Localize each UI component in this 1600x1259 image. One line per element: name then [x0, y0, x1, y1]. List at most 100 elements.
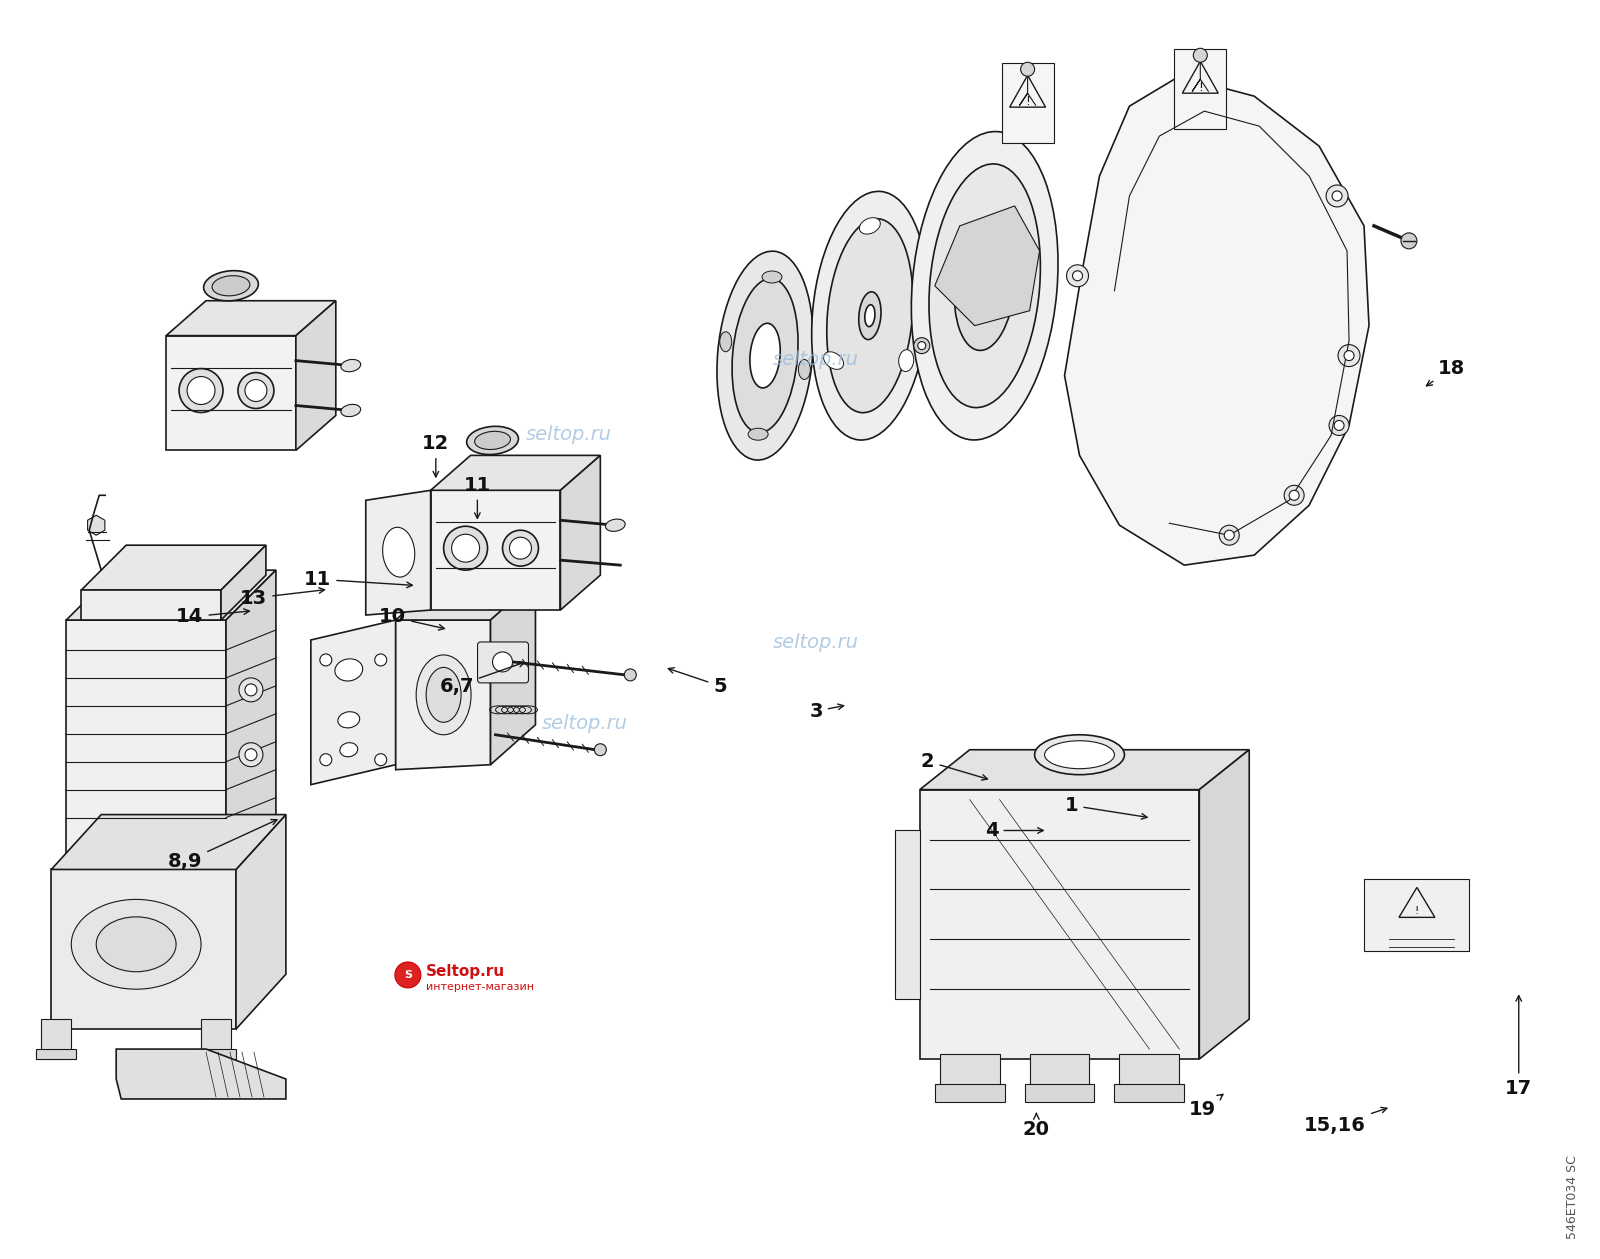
Bar: [1115, 1084, 1184, 1102]
Ellipse shape: [749, 428, 768, 441]
Ellipse shape: [1344, 350, 1354, 360]
Circle shape: [245, 749, 258, 760]
Circle shape: [374, 653, 387, 666]
Polygon shape: [166, 336, 296, 451]
Ellipse shape: [720, 332, 731, 351]
Circle shape: [502, 530, 539, 567]
Text: интернет-магазин: интернет-магазин: [426, 982, 534, 992]
Text: Seltop.ru: Seltop.ru: [426, 964, 506, 980]
Ellipse shape: [605, 519, 626, 531]
Ellipse shape: [1290, 490, 1299, 500]
Polygon shape: [1064, 77, 1370, 565]
Circle shape: [245, 684, 258, 696]
Ellipse shape: [1338, 345, 1360, 366]
Circle shape: [187, 376, 214, 404]
Text: seltop.ru: seltop.ru: [525, 426, 611, 444]
Circle shape: [451, 534, 480, 563]
Ellipse shape: [798, 360, 810, 379]
Bar: [1024, 1084, 1094, 1102]
Ellipse shape: [1224, 530, 1234, 540]
Circle shape: [443, 526, 488, 570]
Circle shape: [914, 337, 930, 354]
Circle shape: [509, 538, 531, 559]
Ellipse shape: [899, 350, 914, 371]
Text: 17: 17: [1506, 996, 1533, 1098]
Ellipse shape: [866, 305, 875, 326]
Text: 11: 11: [304, 570, 413, 589]
Text: 20: 20: [1022, 1114, 1050, 1139]
Circle shape: [1021, 62, 1035, 77]
Circle shape: [320, 653, 331, 666]
Polygon shape: [88, 515, 106, 535]
Bar: [197, 1049, 235, 1059]
Text: seltop.ru: seltop.ru: [773, 632, 859, 652]
Text: !: !: [1198, 81, 1203, 93]
Text: !: !: [1026, 94, 1030, 108]
Circle shape: [238, 373, 274, 408]
Bar: [939, 1054, 1000, 1094]
Circle shape: [320, 754, 331, 765]
Ellipse shape: [203, 271, 258, 301]
Ellipse shape: [426, 667, 461, 723]
Ellipse shape: [1219, 525, 1240, 545]
Ellipse shape: [1045, 740, 1115, 769]
Text: !: !: [1414, 906, 1419, 917]
Text: 4: 4: [986, 821, 1043, 840]
Circle shape: [918, 341, 926, 350]
Bar: [934, 1084, 1005, 1102]
Ellipse shape: [750, 324, 781, 388]
Ellipse shape: [341, 359, 360, 371]
Polygon shape: [430, 456, 600, 490]
Polygon shape: [166, 301, 336, 336]
Bar: [37, 1049, 77, 1059]
Circle shape: [1194, 48, 1208, 62]
Polygon shape: [66, 619, 226, 870]
Polygon shape: [235, 815, 286, 1029]
Ellipse shape: [467, 427, 518, 454]
Ellipse shape: [827, 219, 914, 413]
Ellipse shape: [382, 528, 414, 577]
Ellipse shape: [213, 276, 250, 296]
Polygon shape: [221, 545, 266, 619]
Circle shape: [374, 754, 387, 765]
Ellipse shape: [334, 658, 363, 681]
Polygon shape: [51, 815, 286, 870]
Text: 5: 5: [669, 667, 726, 695]
FancyBboxPatch shape: [477, 642, 528, 682]
Polygon shape: [920, 749, 1250, 789]
Ellipse shape: [96, 917, 176, 972]
Polygon shape: [1200, 749, 1250, 1059]
Text: 6,7: 6,7: [440, 661, 525, 695]
Circle shape: [395, 962, 421, 988]
Text: 8,9: 8,9: [168, 820, 277, 871]
Ellipse shape: [930, 164, 1040, 408]
Bar: [42, 1019, 72, 1059]
Ellipse shape: [1285, 485, 1304, 505]
Circle shape: [594, 744, 606, 755]
Polygon shape: [934, 206, 1040, 326]
Bar: [202, 1019, 230, 1059]
Ellipse shape: [338, 711, 360, 728]
Ellipse shape: [717, 251, 813, 460]
Polygon shape: [430, 490, 560, 611]
Polygon shape: [296, 301, 336, 451]
Circle shape: [493, 652, 512, 672]
Circle shape: [238, 743, 262, 767]
Text: 14: 14: [176, 607, 250, 627]
Ellipse shape: [475, 432, 510, 449]
Bar: [1365, 880, 1469, 952]
Polygon shape: [920, 789, 1200, 1059]
Bar: [1174, 49, 1226, 130]
Polygon shape: [395, 619, 491, 769]
Polygon shape: [66, 570, 275, 619]
Text: seltop.ru: seltop.ru: [541, 714, 627, 733]
Ellipse shape: [859, 218, 880, 234]
Ellipse shape: [1334, 421, 1344, 431]
Text: S: S: [403, 969, 411, 980]
Ellipse shape: [811, 191, 928, 441]
Circle shape: [624, 669, 637, 681]
Polygon shape: [366, 490, 430, 616]
Ellipse shape: [1035, 735, 1125, 774]
Text: 1: 1: [1064, 796, 1147, 820]
Text: 12: 12: [422, 434, 450, 477]
